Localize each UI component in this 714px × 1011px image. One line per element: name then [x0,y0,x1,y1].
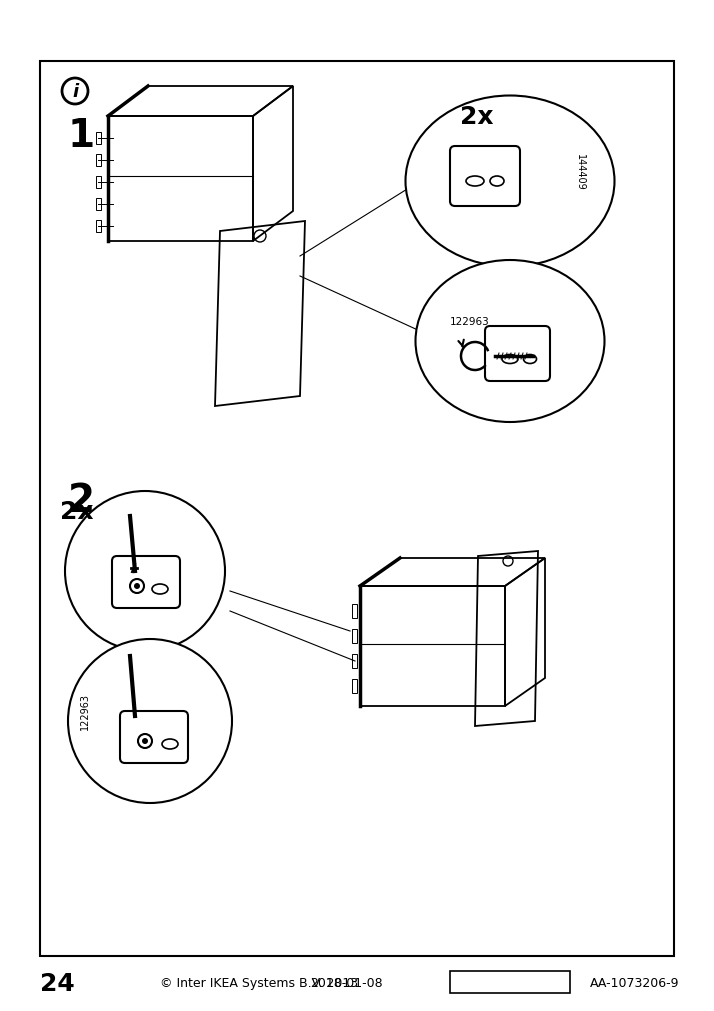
Bar [96,177,101,189]
Bar [352,679,357,694]
Circle shape [142,738,148,744]
Text: 2x: 2x [460,105,493,128]
Circle shape [134,583,140,589]
FancyBboxPatch shape [40,62,674,956]
Text: AA-1073206-9: AA-1073206-9 [590,977,680,990]
Text: 122963: 122963 [450,316,490,327]
Text: © Inter IKEA Systems B.V. 2013: © Inter IKEA Systems B.V. 2013 [160,977,358,990]
Ellipse shape [416,261,605,423]
Bar [96,220,101,233]
Bar [450,971,570,993]
Ellipse shape [406,96,615,267]
Text: 1: 1 [68,117,95,155]
Circle shape [138,734,152,748]
Bar [96,132,101,145]
Polygon shape [475,551,538,726]
Polygon shape [220,247,238,401]
Polygon shape [215,221,305,406]
Bar [352,605,357,619]
Bar [96,155,101,167]
Ellipse shape [65,491,225,651]
Text: 122963: 122963 [80,693,90,730]
Text: i: i [72,83,78,101]
Text: 24: 24 [40,971,75,995]
Bar [352,654,357,668]
Polygon shape [223,247,298,296]
Ellipse shape [68,639,232,803]
Text: 2: 2 [68,481,95,520]
Bar [96,199,101,210]
Text: 2x: 2x [60,499,94,524]
Text: 2018-01-08: 2018-01-08 [310,977,383,990]
Circle shape [130,579,144,593]
Bar [352,630,357,643]
Text: 144409: 144409 [575,154,585,190]
